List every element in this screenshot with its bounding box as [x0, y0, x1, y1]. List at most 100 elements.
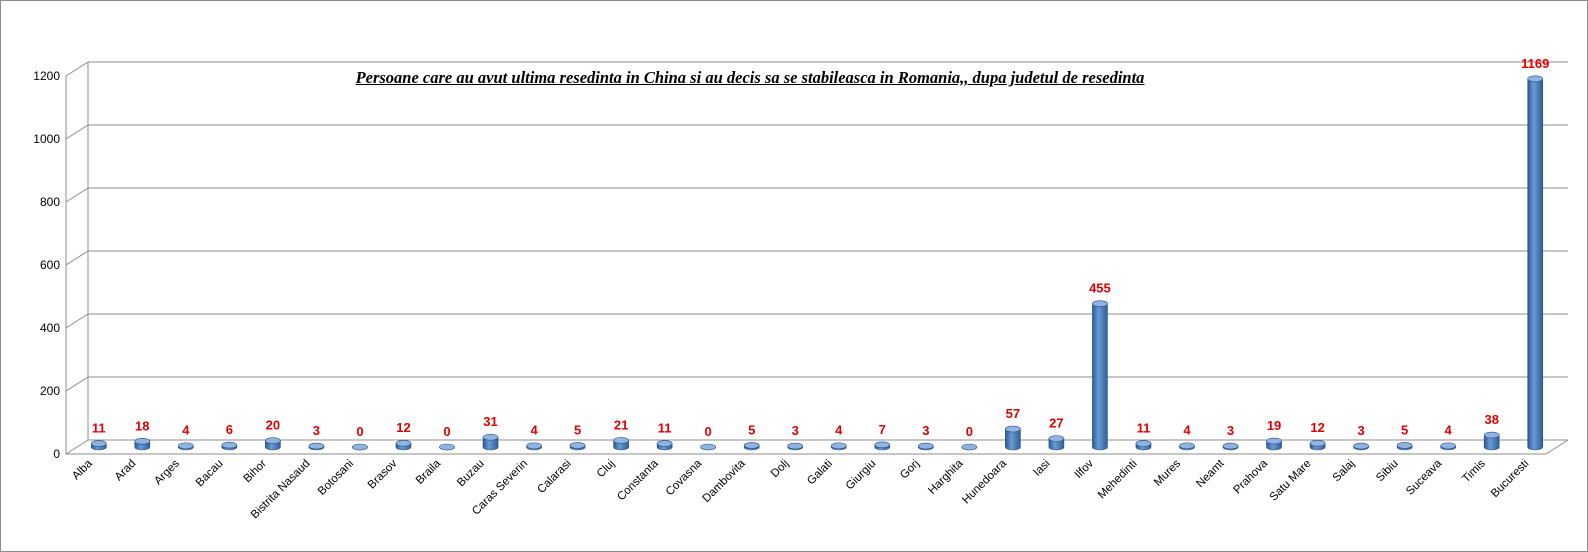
data-label: 31 — [483, 414, 497, 429]
data-label: 0 — [966, 424, 973, 439]
data-label: 11 — [658, 421, 672, 436]
x-tick-label: Mehedinti — [1096, 458, 1140, 502]
data-label: 21 — [614, 417, 628, 432]
bar — [874, 441, 891, 451]
x-tick-label: Botosani — [316, 458, 356, 498]
bar — [178, 442, 194, 451]
bar — [830, 442, 847, 451]
x-tick-label: Salaj — [1331, 458, 1358, 485]
data-label: 0 — [356, 424, 363, 439]
x-tick-label: Giurgiu — [844, 458, 879, 493]
x-tick-label: Iasi — [1031, 458, 1052, 479]
data-label: 4 — [1445, 423, 1453, 438]
data-label: 3 — [792, 423, 799, 438]
x-tick-label: Gorj — [898, 458, 922, 482]
bars — [90, 75, 1544, 451]
data-label: 5 — [748, 422, 755, 437]
x-tick-label: Calarasi — [535, 458, 573, 496]
bar — [1353, 442, 1369, 451]
x-tick-label: Ilfov — [1073, 457, 1097, 481]
chart-title: Persoane care au avut ultima resedinta i… — [355, 68, 1145, 87]
data-labels: 11 18 4 6 20 3 0 12 0 31 4 5 21 11 0 5 3 4 7 3 0 57 27 455 11 4 3 1… — [92, 56, 1549, 439]
data-label: 11 — [1137, 421, 1151, 436]
x-tick-label: Harghita — [926, 457, 966, 497]
x-tick-label: Sibiu — [1374, 458, 1401, 485]
bar — [1179, 442, 1195, 451]
data-label: 19 — [1267, 418, 1281, 433]
bar — [265, 437, 281, 451]
bar — [743, 442, 760, 451]
bar — [1005, 425, 1021, 451]
gridline-side — [65, 250, 89, 266]
x-tick-label: Bacau — [194, 458, 226, 490]
y-tick-label: 400 — [40, 321, 60, 335]
y-tick-label: 1200 — [33, 69, 60, 83]
data-label: 4 — [530, 423, 538, 438]
data-label: 1169 — [1521, 56, 1549, 71]
bar — [700, 443, 716, 451]
bar — [90, 440, 107, 451]
data-label: 27 — [1049, 415, 1063, 430]
data-label: 3 — [922, 423, 929, 438]
x-tick-label: Satu Mare — [1268, 458, 1314, 504]
gridlines — [65, 61, 1569, 455]
bar — [1266, 437, 1282, 451]
x-tick-label: Braila — [414, 457, 444, 487]
x-tick-label: Galati — [805, 458, 835, 488]
bar — [656, 440, 673, 451]
x-tick-label: Alba — [70, 457, 95, 482]
data-label: 5 — [574, 422, 581, 437]
data-label: 0 — [705, 424, 712, 439]
data-label: 3 — [313, 423, 320, 438]
bar — [1048, 435, 1065, 451]
bar — [308, 442, 325, 451]
data-label: 18 — [135, 418, 149, 433]
data-label: 6 — [226, 422, 233, 437]
bar — [613, 437, 629, 451]
bar — [918, 442, 934, 451]
bar — [395, 439, 412, 451]
bar — [569, 442, 586, 451]
gridline-side — [65, 313, 89, 329]
y-tick-label: 600 — [40, 258, 60, 272]
bar — [221, 441, 238, 451]
bar — [134, 438, 151, 451]
data-label: 3 — [1227, 423, 1234, 438]
data-label: 20 — [266, 418, 280, 433]
y-tick-label: 800 — [40, 195, 60, 209]
x-tick-label: Dolj — [769, 458, 791, 480]
data-label: 4 — [1183, 423, 1191, 438]
x-tick-label: Timis — [1460, 457, 1488, 485]
x-tick-label: Mures — [1152, 457, 1183, 488]
data-label: 455 — [1089, 281, 1111, 296]
data-label: 0 — [443, 424, 450, 439]
bar — [787, 442, 804, 451]
x-tick-label: Neamt — [1194, 457, 1227, 490]
bar — [1222, 442, 1239, 451]
bar — [1483, 431, 1500, 451]
x-tick-label: Hunedoara — [960, 457, 1009, 506]
bar — [352, 443, 368, 451]
y-tick-label: 0 — [53, 447, 60, 461]
x-tick-label: Bucuresti — [1489, 458, 1531, 500]
y-tick-label: 1000 — [33, 132, 60, 146]
data-label: 11 — [92, 421, 106, 436]
data-label: 4 — [835, 423, 843, 438]
bar — [526, 442, 542, 451]
bar — [1309, 439, 1326, 451]
gridline-side — [65, 376, 89, 392]
data-label: 38 — [1484, 412, 1498, 427]
x-tick-label: Constanta — [615, 457, 661, 503]
bar — [961, 443, 978, 451]
bar — [1092, 300, 1108, 451]
gridline-side — [65, 124, 89, 140]
gridline-side — [65, 61, 89, 77]
x-tick-label: Buzau — [455, 458, 487, 490]
x-tick-label: Cluj — [595, 458, 617, 480]
gridline-side — [65, 187, 89, 203]
bar — [1396, 442, 1413, 451]
bar — [439, 443, 455, 451]
